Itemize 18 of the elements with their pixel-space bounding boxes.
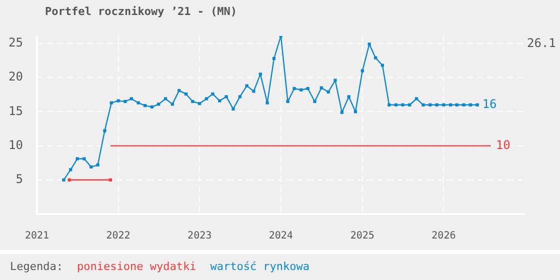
data-label: 10 (496, 138, 510, 152)
y-tick-label: 5 (16, 172, 23, 186)
x-tick-label: 2023 (188, 230, 212, 242)
y-tick-label: 20 (8, 70, 23, 84)
x-tick-label: 2022 (106, 230, 130, 242)
y-tick-label: 25 (8, 36, 23, 50)
x-tick-label: 2026 (432, 230, 456, 242)
text: wartość rynkowa (210, 260, 310, 273)
chart-title: Portfel rocznikowy ’21 - (MN) (45, 4, 238, 18)
data-label: 16 (482, 97, 497, 112)
y-tick-label: 10 (8, 138, 23, 152)
x-tick-label: 2025 (350, 230, 374, 242)
x-tick-label: 2024 (268, 230, 293, 242)
y-tick-label: 15 (8, 104, 23, 118)
text: poniesione wydatki (76, 260, 196, 273)
x-tick-label: 2021 (24, 230, 50, 242)
text: 26.1 (527, 36, 556, 50)
legend-title: Legenda: (10, 260, 63, 273)
